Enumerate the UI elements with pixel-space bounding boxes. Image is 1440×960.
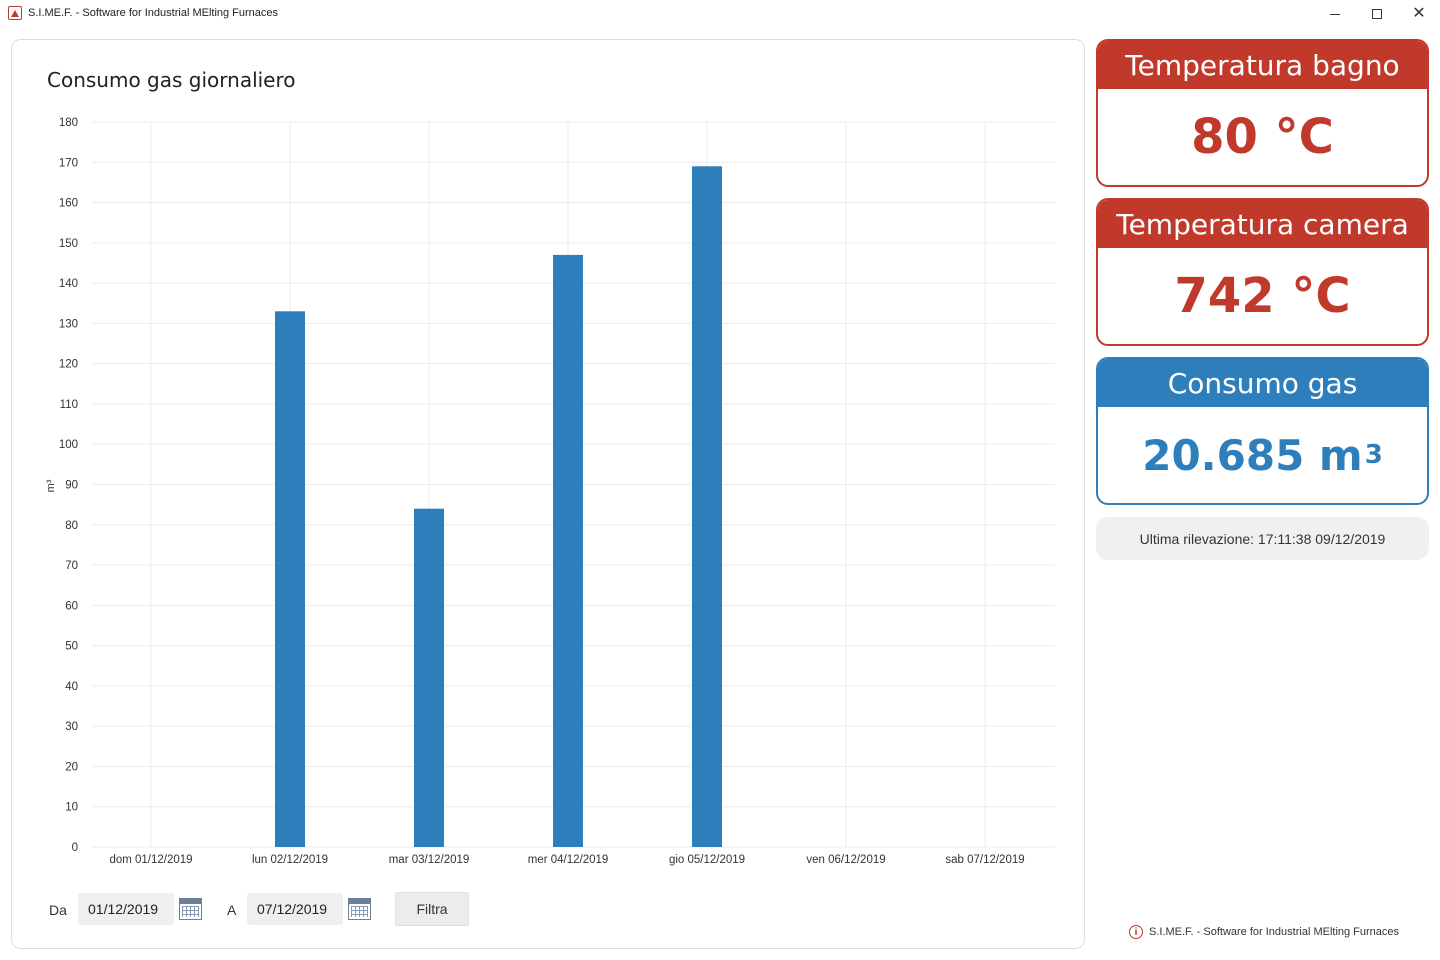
y-tick-label: 150 bbox=[59, 238, 78, 250]
y-axis-label: m³ bbox=[45, 479, 57, 492]
close-button[interactable]: ✕ bbox=[1398, 0, 1440, 28]
x-tick-label: mer 04/12/2019 bbox=[528, 854, 609, 866]
date-filter-bar: Da A Filtra bbox=[12, 892, 612, 928]
y-tick-label: 70 bbox=[65, 560, 78, 572]
y-tick-label: 80 bbox=[65, 520, 78, 532]
chamber-temperature-title: Temperatura camera bbox=[1098, 200, 1427, 248]
bar-2[interactable] bbox=[275, 311, 305, 847]
maximize-button[interactable] bbox=[1356, 0, 1398, 28]
x-tick-label: gio 05/12/2019 bbox=[669, 854, 745, 866]
y-tick-label: 50 bbox=[65, 641, 78, 653]
from-label: Da bbox=[49, 902, 67, 918]
y-tick-label: 30 bbox=[65, 721, 78, 733]
y-tick-label: 100 bbox=[59, 439, 78, 451]
info-icon: i bbox=[1129, 925, 1143, 939]
y-tick-label: 110 bbox=[60, 399, 78, 411]
footer: i S.I.ME.F. - Software for Industrial ME… bbox=[1129, 925, 1399, 939]
filter-button[interactable]: Filtra bbox=[395, 892, 469, 926]
x-tick-label: ven 06/12/2019 bbox=[806, 854, 885, 866]
y-tick-label: 20 bbox=[65, 761, 78, 773]
bath-temperature-card: Temperatura bagno 80 °C bbox=[1096, 39, 1429, 187]
bath-temperature-value: 80 °C bbox=[1191, 109, 1334, 165]
y-tick-label: 170 bbox=[59, 157, 78, 169]
bar-chart: 0 10 20 30 40 50 60 70 80 90 100 110 120 130 140 150 160… bbox=[45, 117, 1055, 866]
chart-panel: Consumo gas giornaliero 0 10 20 30 40 50 60 70 8… bbox=[11, 39, 1085, 949]
y-tick-label: 180 bbox=[59, 117, 78, 129]
bar-3[interactable] bbox=[414, 508, 444, 847]
maximize-icon bbox=[1372, 9, 1382, 19]
calendar-icon[interactable] bbox=[348, 898, 371, 920]
gas-consumption-title: Consumo gas bbox=[1098, 359, 1427, 407]
x-tick-label: mar 03/12/2019 bbox=[389, 854, 470, 866]
y-tick-label: 130 bbox=[59, 318, 78, 330]
app-logo-icon bbox=[8, 6, 22, 20]
footer-text: S.I.ME.F. - Software for Industrial MElt… bbox=[1149, 926, 1400, 938]
last-reading-status: Ultima rilevazione: 17:11:38 09/12/2019 bbox=[1096, 517, 1429, 560]
y-tick-label: 140 bbox=[59, 278, 78, 290]
bar-4[interactable] bbox=[553, 254, 583, 847]
y-tick-label: 90 bbox=[65, 480, 78, 492]
y-tick-label: 10 bbox=[65, 802, 78, 814]
bar-5[interactable] bbox=[692, 166, 722, 848]
chart-labels: 0 10 20 30 40 50 60 70 80 90 100 110 120 130 140 150 160… bbox=[59, 117, 1025, 866]
x-tick-label: lun 02/12/2019 bbox=[252, 854, 328, 866]
close-icon: ✕ bbox=[1412, 5, 1426, 22]
chamber-temperature-value: 742 °C bbox=[1174, 268, 1351, 324]
x-tick-label: dom 01/12/2019 bbox=[109, 854, 192, 866]
y-tick-label: 160 bbox=[59, 198, 78, 210]
y-tick-label: 40 bbox=[65, 681, 78, 693]
window-title: S.I.ME.F. - Software for Industrial MElt… bbox=[28, 7, 279, 19]
chart-bars bbox=[275, 166, 722, 848]
from-date-input[interactable] bbox=[78, 893, 174, 925]
to-label: A bbox=[227, 902, 237, 918]
chart-title: Consumo gas giornaliero bbox=[47, 68, 296, 92]
calendar-icon[interactable] bbox=[179, 898, 202, 920]
y-tick-label: 60 bbox=[65, 600, 78, 612]
gas-unit-exponent: 3 bbox=[1364, 440, 1383, 470]
x-tick-label: sab 07/12/2019 bbox=[945, 854, 1024, 866]
chamber-temperature-card: Temperatura camera 742 °C bbox=[1096, 198, 1429, 346]
bath-temperature-title: Temperatura bagno bbox=[1098, 41, 1427, 89]
y-tick-label: 0 bbox=[72, 842, 78, 854]
minimize-button[interactable] bbox=[1314, 0, 1356, 28]
to-date-input[interactable] bbox=[247, 893, 343, 925]
minimize-icon bbox=[1330, 13, 1340, 15]
title-bar: S.I.ME.F. - Software for Industrial MElt… bbox=[0, 0, 1440, 28]
y-tick-label: 120 bbox=[59, 359, 78, 371]
gas-consumption-value: 20.685 m bbox=[1142, 430, 1363, 480]
